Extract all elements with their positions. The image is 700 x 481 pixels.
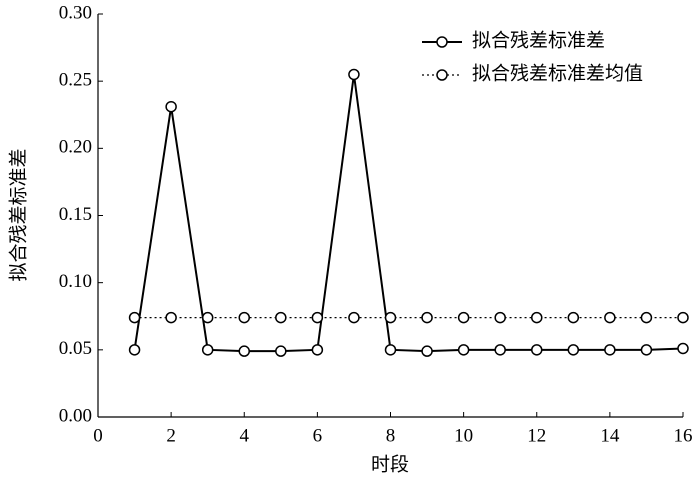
point [348,311,360,324]
point [494,311,506,324]
x-tick-label: 16 [674,425,693,446]
x-tick-label: 8 [386,425,396,446]
point [677,342,689,355]
point [311,344,324,356]
x-tick-label: 2 [166,425,176,446]
point [275,311,287,324]
series-line [133,74,684,353]
point [384,344,397,356]
point [275,345,287,357]
point [567,344,580,356]
point [165,311,177,324]
point [238,311,250,324]
y-tick-label: 0.05 [59,338,92,359]
x-tick-label: 4 [240,425,250,446]
point [604,311,616,324]
point [531,311,543,324]
point [457,344,470,356]
point [640,344,653,356]
point [677,311,689,324]
point [457,311,470,324]
point [348,68,360,81]
point [567,311,580,324]
x-tick-label: 6 [313,425,323,446]
legend-label: 拟合残差标准差 [472,29,605,51]
point [531,344,543,356]
point [384,311,397,324]
point [640,311,653,324]
point [238,345,250,357]
x-axis-label: 时段 [371,453,409,475]
point [494,344,506,356]
point [421,311,433,324]
legend-marker [436,69,448,81]
point [421,345,433,357]
point [604,344,616,356]
y-tick-label: 0.10 [59,271,92,292]
y-tick-label: 0.25 [59,70,92,91]
y-axis-label: 拟合残差标准差 [7,148,29,281]
x-tick-label: 14 [600,425,620,446]
x-tick-label: 10 [454,425,473,446]
y-tick-label: 0.30 [59,2,92,23]
point [311,311,324,324]
x-tick-label: 0 [93,425,103,446]
y-tick-label: 0.15 [59,204,92,225]
point [165,100,177,113]
point [128,311,141,324]
legend-marker [436,36,448,48]
point [201,311,214,324]
point [128,344,141,356]
point [201,344,214,356]
y-tick-label: 0.00 [59,405,92,426]
legend-label: 拟合残差标准差均值 [472,62,643,84]
y-tick-label: 0.20 [59,137,92,158]
x-tick-label: 12 [527,425,546,446]
